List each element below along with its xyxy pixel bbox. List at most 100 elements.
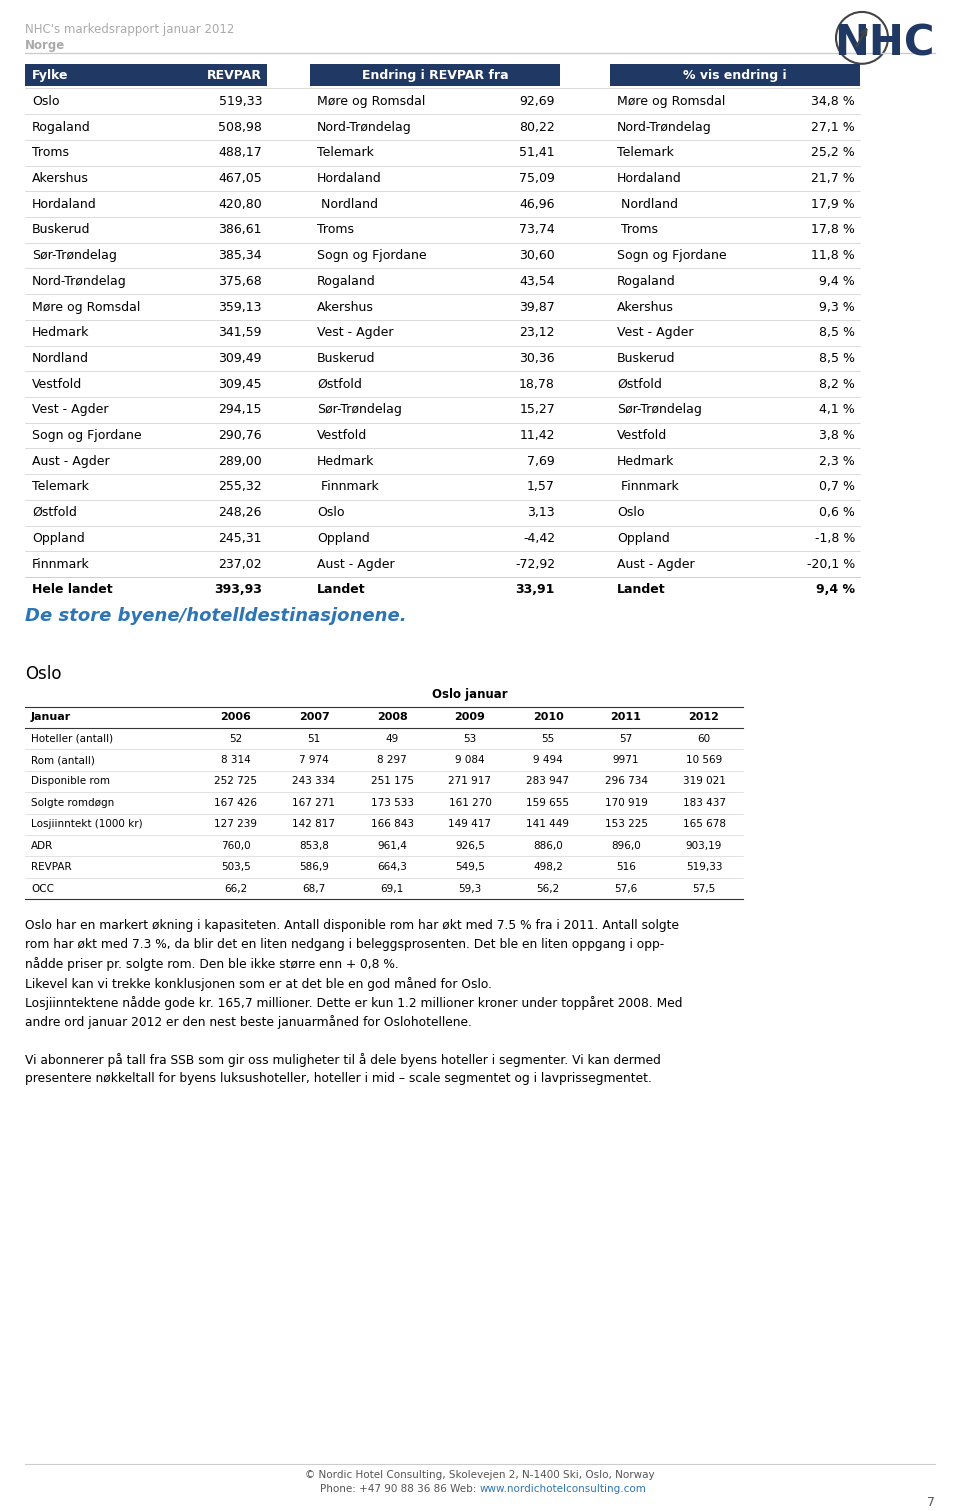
Text: 159 655: 159 655 (526, 798, 569, 808)
Text: Sør-Trøndelag: Sør-Trøndelag (32, 249, 117, 261)
Text: Aust - Agder: Aust - Agder (32, 455, 109, 468)
Text: 170 919: 170 919 (605, 798, 647, 808)
Text: 11,42: 11,42 (519, 429, 555, 443)
Text: 49: 49 (385, 734, 398, 743)
Text: Vi abonnerer på tall fra SSB som gir oss muligheter til å dele byens hoteller i : Vi abonnerer på tall fra SSB som gir oss… (25, 1053, 660, 1067)
Text: 8,2 %: 8,2 % (819, 378, 855, 391)
Text: Oslo januar: Oslo januar (432, 688, 508, 701)
Text: Østfold: Østfold (617, 378, 661, 391)
Text: 375,68: 375,68 (218, 275, 262, 287)
Text: 386,61: 386,61 (219, 224, 262, 236)
Text: 30,60: 30,60 (519, 249, 555, 261)
Text: 2008: 2008 (376, 712, 407, 722)
Text: Hordaland: Hordaland (617, 172, 682, 184)
Text: 9971: 9971 (612, 756, 639, 765)
Text: 503,5: 503,5 (221, 863, 251, 872)
Text: Nord-Trøndelag: Nord-Trøndelag (32, 275, 127, 287)
Text: 25,2 %: 25,2 % (811, 147, 855, 159)
Text: REVPAR: REVPAR (31, 863, 72, 872)
Text: 2,3 %: 2,3 % (819, 455, 855, 468)
Text: 290,76: 290,76 (218, 429, 262, 443)
Text: 53: 53 (464, 734, 476, 743)
Text: 271 917: 271 917 (448, 777, 492, 787)
Text: 34,8 %: 34,8 % (811, 95, 855, 107)
Text: 80,22: 80,22 (519, 121, 555, 133)
Text: 69,1: 69,1 (380, 884, 403, 893)
Text: NHC's markedsrapport januar 2012: NHC's markedsrapport januar 2012 (25, 23, 234, 36)
Text: 7,69: 7,69 (527, 455, 555, 468)
Text: Landet: Landet (617, 583, 665, 597)
Text: 183 437: 183 437 (683, 798, 726, 808)
Text: Vestfold: Vestfold (317, 429, 368, 443)
Text: 237,02: 237,02 (218, 558, 262, 571)
Text: 488,17: 488,17 (218, 147, 262, 159)
Text: andre ord januar 2012 er den nest beste januarmåned for Oslohotellene.: andre ord januar 2012 er den nest beste … (25, 1015, 472, 1029)
Text: Troms: Troms (617, 224, 658, 236)
Text: 2012: 2012 (688, 712, 719, 722)
Text: Vest - Agder: Vest - Agder (317, 326, 394, 340)
Text: 60: 60 (697, 734, 710, 743)
Text: 57,5: 57,5 (692, 884, 715, 893)
Bar (610, 63, 860, 86)
Text: 9,3 %: 9,3 % (819, 301, 855, 313)
Text: 0,6 %: 0,6 % (819, 506, 855, 520)
Text: Hele landet: Hele landet (32, 583, 112, 597)
Text: 9 494: 9 494 (533, 756, 563, 765)
Text: Møre og Romsdal: Møre og Romsdal (617, 95, 726, 107)
Text: www.nordichotelconsulting.com: www.nordichotelconsulting.com (480, 1484, 647, 1494)
Text: Rogaland: Rogaland (32, 121, 91, 133)
Text: Nord-Trøndelag: Nord-Trøndelag (617, 121, 711, 133)
Text: Nordland: Nordland (617, 198, 678, 210)
Text: Hedmark: Hedmark (617, 455, 674, 468)
Text: 516: 516 (616, 863, 636, 872)
Text: 55: 55 (541, 734, 555, 743)
Text: 66,2: 66,2 (225, 884, 248, 893)
Text: Sogn og Fjordane: Sogn og Fjordane (317, 249, 426, 261)
Text: 961,4: 961,4 (377, 840, 407, 851)
Text: Sør-Trøndelag: Sør-Trøndelag (317, 403, 402, 417)
Text: Nord-Trøndelag: Nord-Trøndelag (317, 121, 412, 133)
Text: 420,80: 420,80 (218, 198, 262, 210)
Text: 142 817: 142 817 (293, 819, 335, 830)
Text: 519,33: 519,33 (219, 95, 262, 107)
Text: 2007: 2007 (299, 712, 329, 722)
Text: Akershus: Akershus (317, 301, 373, 313)
Text: Finnmark: Finnmark (317, 480, 379, 494)
Text: 23,12: 23,12 (519, 326, 555, 340)
Text: 309,45: 309,45 (218, 378, 262, 391)
Text: Losjiinntektene nådde gode kr. 165,7 millioner. Dette er kun 1.2 millioner krone: Losjiinntektene nådde gode kr. 165,7 mil… (25, 996, 683, 1009)
Text: Hordaland: Hordaland (317, 172, 382, 184)
Text: Buskerud: Buskerud (32, 224, 90, 236)
Text: 18,78: 18,78 (519, 378, 555, 391)
Text: 248,26: 248,26 (219, 506, 262, 520)
Text: 3,13: 3,13 (527, 506, 555, 520)
Text: Rogaland: Rogaland (617, 275, 676, 287)
Text: 92,69: 92,69 (519, 95, 555, 107)
Text: 896,0: 896,0 (612, 840, 641, 851)
Text: Norge: Norge (25, 39, 65, 51)
Text: Oslo har en markert økning i kapasiteten. Antall disponible rom har økt med 7.5 : Oslo har en markert økning i kapasiteten… (25, 919, 679, 932)
Text: 161 270: 161 270 (448, 798, 492, 808)
Text: 0,7 %: 0,7 % (819, 480, 855, 494)
Text: Østfold: Østfold (32, 506, 77, 520)
Text: 17,8 %: 17,8 % (811, 224, 855, 236)
Text: 385,34: 385,34 (218, 249, 262, 261)
Text: 173 533: 173 533 (371, 798, 414, 808)
Text: 508,98: 508,98 (218, 121, 262, 133)
Text: Akershus: Akershus (32, 172, 89, 184)
Text: Januar: Januar (31, 712, 71, 722)
Text: Hedmark: Hedmark (32, 326, 89, 340)
Text: 166 843: 166 843 (371, 819, 414, 830)
Text: 149 417: 149 417 (448, 819, 492, 830)
Text: 57,6: 57,6 (614, 884, 637, 893)
Text: Vestfold: Vestfold (617, 429, 667, 443)
Text: 926,5: 926,5 (455, 840, 485, 851)
Text: Vestfold: Vestfold (32, 378, 83, 391)
Text: 8,5 %: 8,5 % (819, 326, 855, 340)
Text: nådde priser pr. solgte rom. Den ble ikke større enn + 0,8 %.: nådde priser pr. solgte rom. Den ble ikk… (25, 958, 398, 972)
Text: 33,91: 33,91 (516, 583, 555, 597)
Text: 664,3: 664,3 (377, 863, 407, 872)
Text: 56,2: 56,2 (537, 884, 560, 893)
Text: Sør-Trøndelag: Sør-Trøndelag (617, 403, 702, 417)
Text: 57: 57 (619, 734, 633, 743)
